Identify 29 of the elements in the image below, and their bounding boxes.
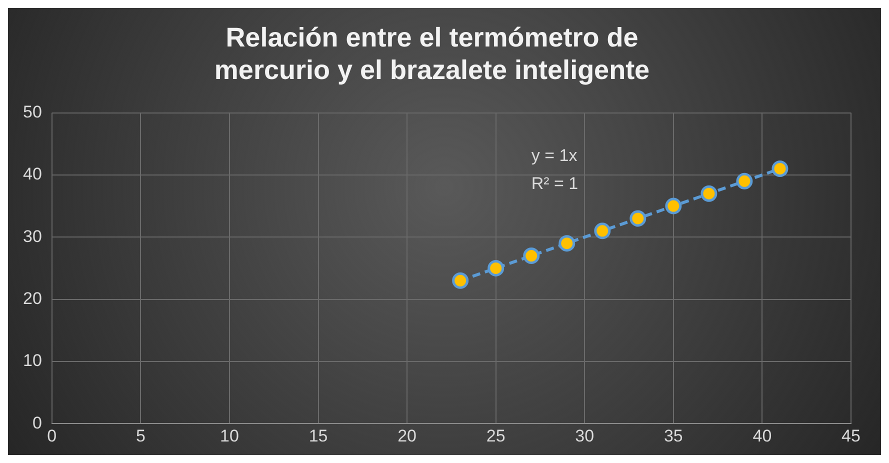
- point: [736, 172, 753, 190]
- x-tick-label: 10: [220, 426, 239, 446]
- point: [558, 235, 576, 252]
- y-tick-label: 10: [22, 351, 42, 370]
- x-tick-label: 5: [136, 426, 146, 446]
- point: [523, 248, 540, 264]
- x-tick-label: 30: [575, 426, 594, 446]
- y-tick-label: 20: [22, 288, 42, 308]
- y-tick-label: 30: [22, 226, 42, 246]
- point: [700, 185, 718, 202]
- point: [488, 260, 504, 276]
- point: [630, 210, 646, 227]
- x-tick-label: 25: [486, 426, 506, 446]
- x-tick-label: 45: [842, 426, 860, 446]
- point: [594, 222, 611, 240]
- point: [772, 160, 788, 177]
- x-tick-label: 35: [664, 426, 683, 446]
- x-tick-label: 15: [308, 426, 328, 446]
- annotation: R² = 1: [531, 174, 578, 193]
- annotation: y = 1x: [531, 146, 578, 165]
- chart-title: Relación entre el termómetro de mercurio y el brazalete inteligente: [214, 22, 650, 86]
- y-tick-label: 40: [22, 164, 42, 184]
- point: [452, 272, 469, 289]
- y-tick-label: 50: [22, 102, 42, 122]
- x-tick-label: 40: [752, 426, 772, 446]
- x-tick-label: 20: [398, 426, 417, 446]
- point: [665, 198, 682, 214]
- y-tick-label: 0: [32, 413, 42, 432]
- x-tick-label: 0: [47, 426, 57, 446]
